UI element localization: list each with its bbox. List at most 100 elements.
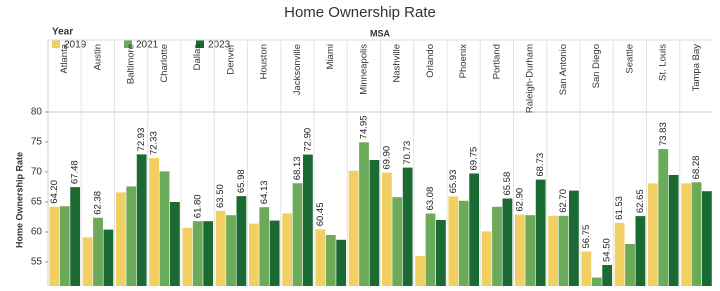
bar [691,182,702,286]
bar [82,237,93,286]
bar [382,172,392,286]
bar [635,216,646,286]
data-label: 65.93 [448,170,459,194]
bar [625,244,635,286]
y-axis-title: Home Ownership Rate [14,152,24,248]
bar [325,235,336,286]
data-label: 69.75 [469,147,480,171]
bar [315,229,326,286]
chart-title: Home Ownership Rate [284,4,436,21]
column-label: Tampa Bay [691,44,702,92]
data-label: 68.73 [535,153,546,177]
bar [226,215,236,286]
data-label: 68.13 [292,156,303,180]
bar [93,217,103,286]
bar [359,142,369,286]
bar [103,229,114,286]
bar [535,179,546,286]
bar [136,154,147,286]
bar [515,214,525,286]
y-tick-label: 60 [31,227,43,238]
bar [392,197,403,286]
bar [448,196,459,286]
bar [236,196,247,286]
bar [70,187,81,286]
y-tick-label: 75 [31,137,43,148]
data-label: 63.08 [425,187,436,211]
column-label: St. Louis [658,44,669,81]
bar [182,227,193,286]
data-label: 62.38 [93,191,104,215]
legend-swatch [52,40,60,48]
bar [702,191,712,286]
column-label: Denver [225,44,236,75]
column-label: Miami [325,44,336,69]
bar [458,200,469,286]
legend-label: 2019 [64,40,87,51]
column-label: Seattle [624,44,635,74]
column-label: Raleigh-Durham [525,44,536,113]
bar [292,183,303,286]
bar [481,231,492,286]
data-label: 68.28 [691,156,702,180]
data-label: 56.75 [581,225,592,249]
bar [348,170,359,286]
bar [170,202,180,286]
data-label: 72.93 [136,128,147,152]
data-label: 61.80 [192,194,203,218]
y-tick-label: 55 [31,257,43,268]
legend-title: Year [52,27,73,38]
bar [668,175,679,286]
bar [492,206,502,286]
data-label: 72.90 [302,128,313,152]
data-label: 74.95 [359,116,370,140]
data-label: 63.50 [215,184,226,208]
data-label: 61.53 [614,196,625,220]
y-tick-label: 65 [31,197,43,208]
bar [369,160,380,286]
data-label: 69.90 [381,146,392,170]
column-header: MSA [370,28,391,38]
column-label: San Antonio [558,44,569,95]
bar [269,220,280,286]
bar [192,221,203,286]
column-label: Phoenix [458,44,469,79]
bar [614,222,625,286]
bar [402,167,413,286]
bar [215,211,226,286]
bar [436,220,446,286]
bar [249,223,259,286]
data-label: 62.70 [558,189,569,213]
legend-swatch [196,40,204,48]
data-label: 62.90 [514,188,525,212]
column-label: San Diego [591,44,602,88]
bar [502,198,513,286]
bar [49,206,60,286]
bar [681,183,692,286]
column-label: Austin [92,44,103,70]
column-label: Dallas [192,44,203,71]
bar [591,277,602,286]
data-label: 65.58 [502,172,513,196]
data-label: 70.73 [402,141,413,165]
column-label: Minneapolis [358,44,369,95]
bar [59,206,70,286]
bar [203,221,214,286]
bar [159,171,170,286]
bar [469,173,480,286]
data-label: 64.13 [259,180,270,204]
data-label: 72.33 [149,131,160,155]
data-label: 67.48 [70,160,81,184]
column-label: Charlotte [159,44,170,83]
bar [548,215,559,286]
bar [415,256,426,286]
bar [303,154,313,286]
legend-swatch [124,40,132,48]
bar [581,251,592,286]
bar [425,213,436,286]
bar [648,183,658,286]
bar [126,186,137,286]
legend-label: 2023 [208,40,231,51]
column-label: Portland [491,44,502,79]
data-label: 54.50 [602,238,613,262]
